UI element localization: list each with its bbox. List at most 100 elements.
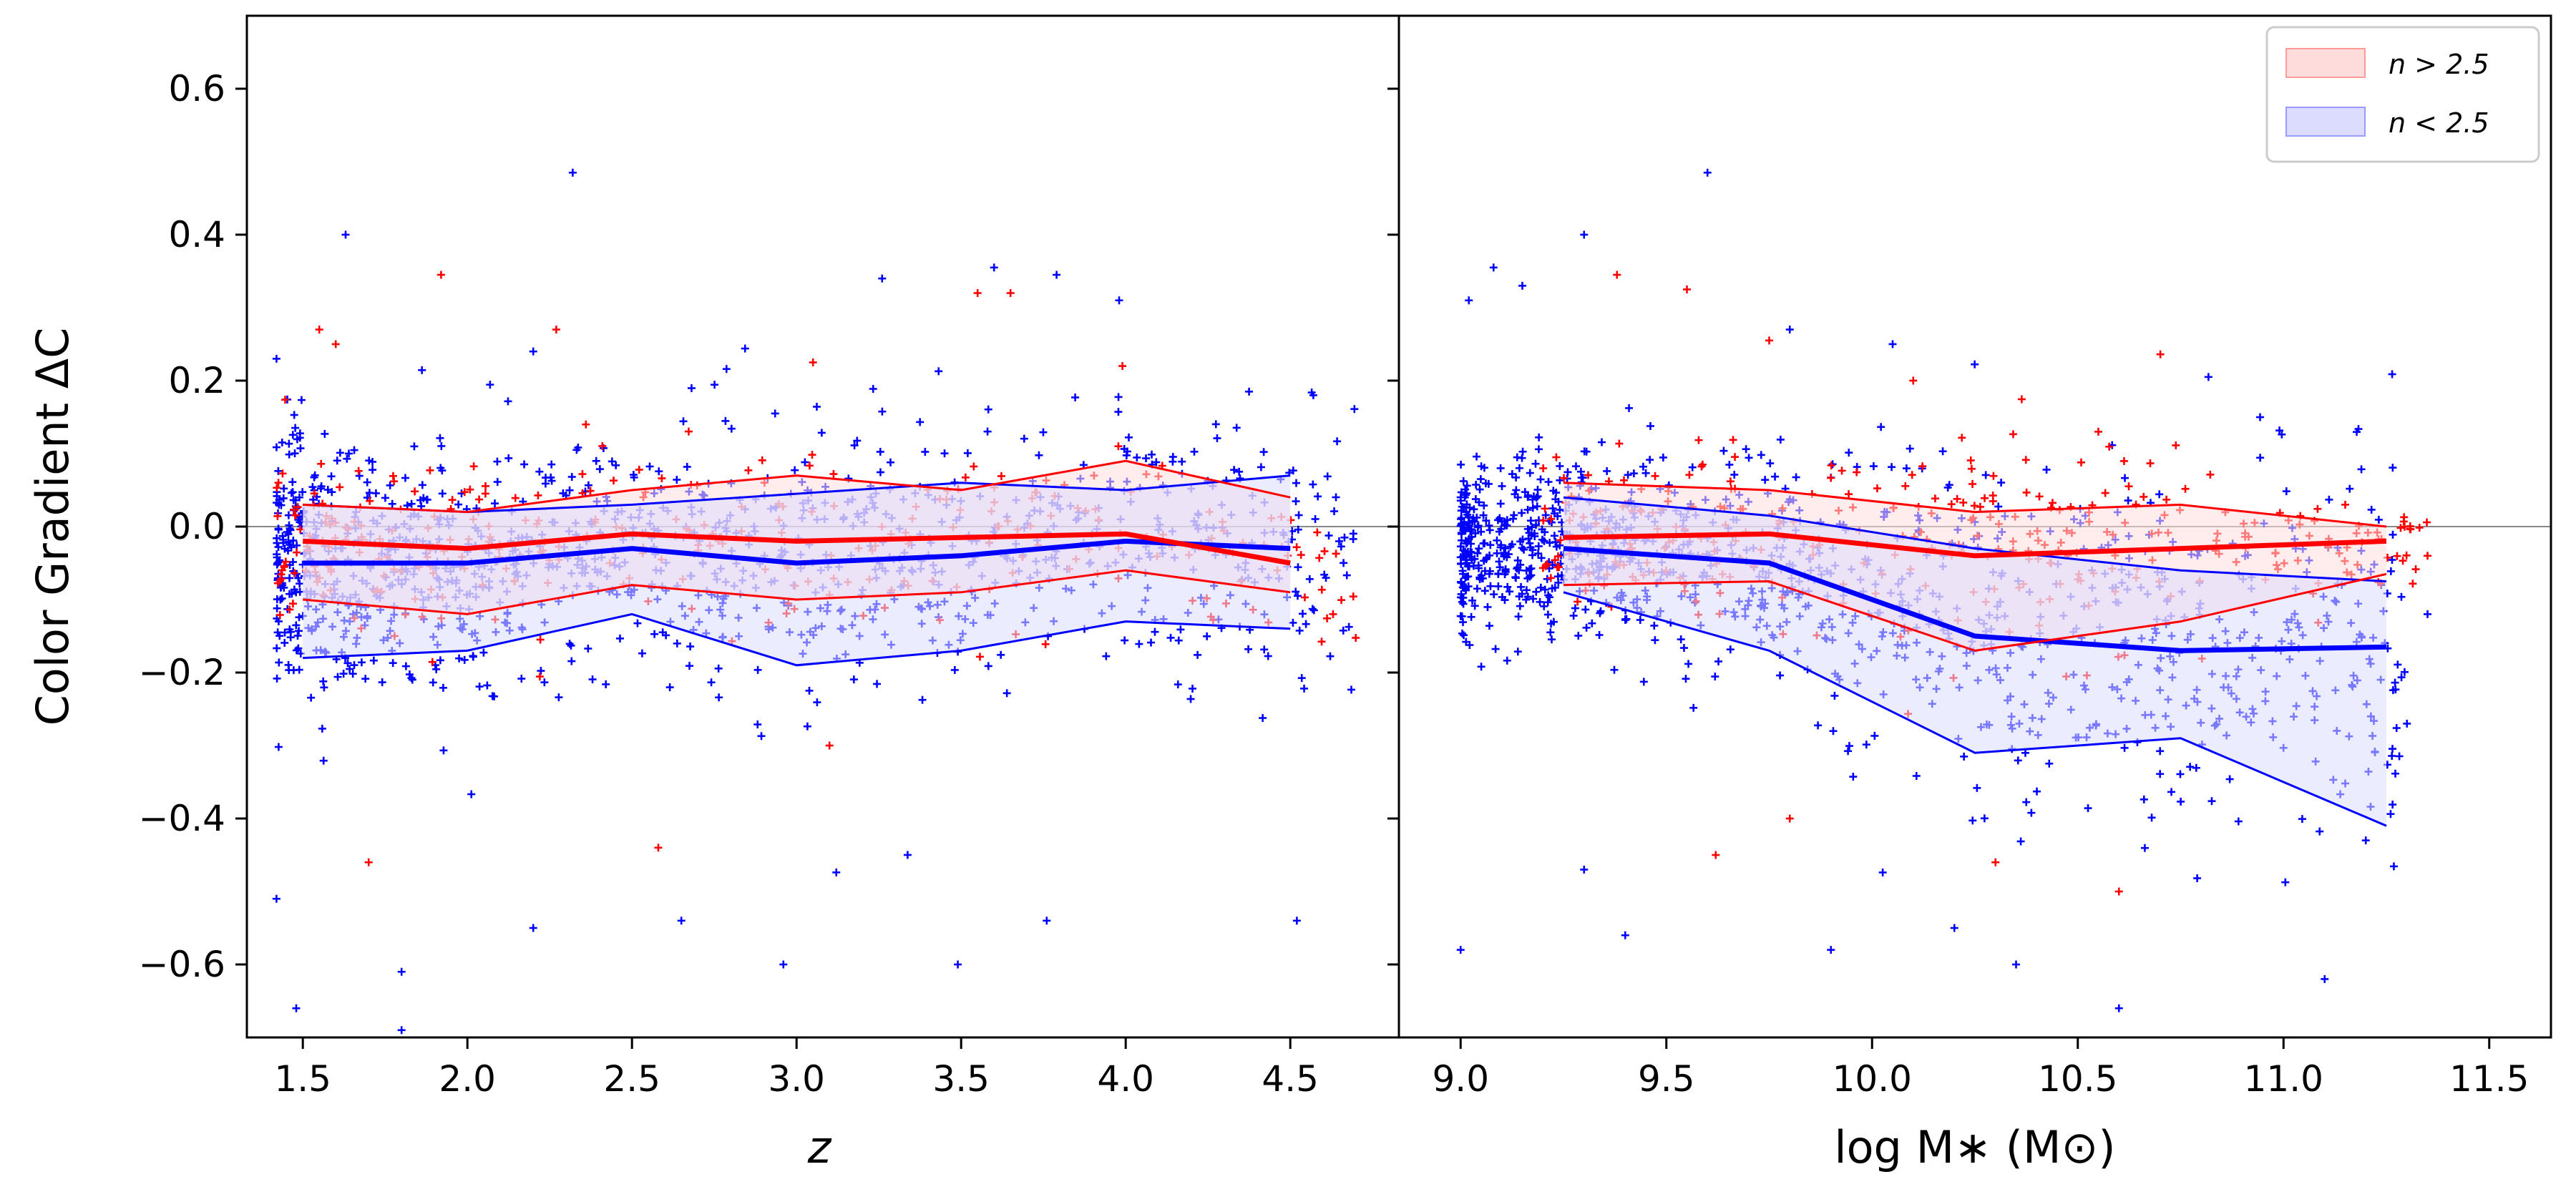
scatter-point-blue bbox=[1298, 610, 1307, 618]
scatter-point-blue bbox=[1776, 671, 1785, 680]
scatter-point-blue bbox=[1597, 438, 1606, 446]
scatter-point-blue bbox=[1456, 946, 1465, 954]
scatter-point-red bbox=[2017, 395, 2026, 404]
scatter-point-blue bbox=[1230, 466, 1239, 474]
scatter-point-blue bbox=[886, 458, 894, 466]
scatter-point-blue bbox=[1133, 453, 1141, 461]
scatter-point-blue bbox=[1309, 480, 1317, 489]
scatter-point-red bbox=[1541, 504, 1549, 513]
scatter-point-blue bbox=[753, 665, 762, 674]
scatter-point-blue bbox=[1475, 564, 1483, 572]
scatter-point-blue bbox=[1527, 564, 1536, 572]
scatter-point-blue bbox=[1459, 520, 1468, 529]
scatter-point-blue bbox=[1340, 559, 1348, 567]
scatter-point-blue bbox=[2386, 567, 2395, 575]
scatter-point-blue bbox=[2388, 556, 2396, 565]
scatter-point-blue bbox=[1878, 868, 1887, 876]
scatter-point-blue bbox=[1742, 445, 1750, 454]
scatter-point-blue bbox=[1458, 593, 1466, 602]
scatter-point-blue bbox=[1475, 485, 1484, 494]
scatter-point-blue bbox=[1527, 571, 1536, 580]
scatter-point-blue bbox=[273, 539, 281, 547]
scatter-point-blue bbox=[1494, 570, 1503, 578]
scatter-point-blue bbox=[1457, 560, 1465, 568]
percentile-bands bbox=[303, 461, 1291, 665]
scatter-point-blue bbox=[272, 894, 280, 903]
scatter-point-blue bbox=[1534, 542, 1543, 550]
scatter-point-blue bbox=[1518, 447, 1527, 456]
scatter-point-blue bbox=[1115, 296, 1123, 305]
scatter-point-red bbox=[975, 653, 984, 661]
scatter-point-blue bbox=[273, 674, 281, 683]
scatter-point-blue bbox=[388, 499, 396, 508]
scatter-point-blue bbox=[319, 756, 328, 765]
scatter-point-blue bbox=[1551, 538, 1560, 547]
scatter-point-red bbox=[2313, 504, 2322, 513]
scatter-point-blue bbox=[2298, 815, 2306, 824]
x-tick-label: 11.0 bbox=[2244, 1058, 2323, 1100]
scatter-point-red bbox=[1827, 474, 1835, 482]
scatter-point-blue bbox=[1503, 553, 1511, 562]
scatter-point-blue bbox=[1035, 451, 1043, 459]
scatter-point-blue bbox=[612, 461, 620, 469]
scatter-point-blue bbox=[1462, 508, 1470, 517]
scatter-point-red bbox=[276, 577, 285, 585]
scatter-point-blue bbox=[1120, 444, 1128, 453]
scatter-point-red bbox=[2172, 441, 2180, 449]
scatter-point-blue bbox=[1349, 534, 1357, 543]
scatter-point-blue bbox=[1544, 478, 1553, 487]
scatter-point-blue bbox=[555, 693, 563, 702]
scatter-point-red bbox=[1959, 498, 1968, 507]
scatter-point-blue bbox=[1053, 270, 1061, 279]
scatter-point-blue bbox=[686, 642, 695, 651]
scatter-point-red bbox=[2206, 470, 2215, 479]
scatter-point-blue bbox=[2256, 454, 2265, 462]
scatter-point-red bbox=[997, 471, 1005, 480]
scatter-point-red bbox=[1989, 471, 1998, 480]
scatter-point-blue bbox=[1071, 393, 1080, 401]
scatter-point-blue bbox=[328, 488, 336, 497]
scatter-point-blue bbox=[2397, 592, 2406, 601]
scatter-point-blue bbox=[1305, 575, 1314, 583]
scatter-point-blue bbox=[1463, 538, 1472, 547]
scatter-point-blue bbox=[721, 416, 730, 425]
scatter-point-red bbox=[436, 270, 445, 279]
scatter-point-blue bbox=[1603, 466, 1611, 475]
scatter-point-red bbox=[2423, 518, 2431, 527]
scatter-point-blue bbox=[407, 499, 416, 508]
scatter-point-blue bbox=[595, 465, 604, 474]
scatter-point-red bbox=[1731, 453, 1740, 461]
scatter-point-blue bbox=[1624, 471, 1632, 479]
scatter-point-blue bbox=[1523, 492, 1532, 501]
scatter-point-blue bbox=[1474, 522, 1483, 530]
scatter-point-blue bbox=[1461, 527, 1470, 535]
scatter-point-red bbox=[475, 495, 484, 504]
scatter-point-blue bbox=[1311, 514, 1319, 523]
scatter-point-red bbox=[448, 496, 457, 504]
scatter-point-red bbox=[1989, 497, 1997, 505]
scatter-point-blue bbox=[292, 588, 301, 597]
scatter-point-blue bbox=[1596, 609, 1604, 617]
scatter-point-blue bbox=[1244, 645, 1253, 653]
scatter-point-blue bbox=[2388, 751, 2396, 760]
scatter-point-blue bbox=[1232, 424, 1241, 432]
scatter-point-blue bbox=[1845, 449, 1853, 457]
scatter-point-blue bbox=[1541, 585, 1549, 594]
scatter-point-red bbox=[1785, 814, 1794, 823]
scatter-point-blue bbox=[1309, 606, 1318, 615]
scatter-point-blue bbox=[1541, 528, 1549, 537]
scatter-point-blue bbox=[333, 456, 341, 465]
scatter-point-red bbox=[278, 469, 287, 478]
scatter-point-blue bbox=[608, 457, 616, 466]
scatter-point-blue bbox=[285, 439, 293, 448]
scatter-point-red bbox=[511, 494, 519, 502]
scatter-point-blue bbox=[2014, 756, 2022, 765]
scatter-point-blue bbox=[1121, 636, 1129, 645]
scatter-point-blue bbox=[1213, 434, 1221, 442]
scatter-point-blue bbox=[2275, 426, 2284, 435]
scatter-point-blue bbox=[1888, 340, 1897, 348]
scatter-point-red bbox=[829, 470, 838, 479]
scatter-point-blue bbox=[288, 478, 297, 487]
scatter-point-red bbox=[1909, 376, 1918, 385]
scatter-point-red bbox=[2415, 524, 2424, 532]
